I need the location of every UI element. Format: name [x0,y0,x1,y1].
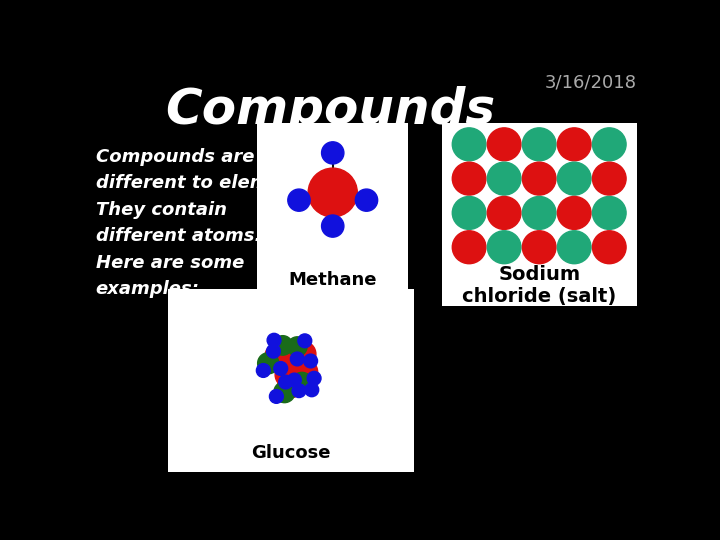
Text: Glucose: Glucose [251,444,330,462]
Ellipse shape [523,231,556,264]
Ellipse shape [487,197,521,230]
Text: Methane: Methane [289,271,377,289]
Ellipse shape [356,189,378,211]
Ellipse shape [274,362,288,375]
Ellipse shape [452,231,486,264]
Ellipse shape [523,197,556,230]
Ellipse shape [557,197,591,230]
Ellipse shape [292,384,306,397]
Ellipse shape [256,363,270,377]
Ellipse shape [593,162,626,195]
Ellipse shape [290,352,304,366]
Ellipse shape [267,333,281,347]
Ellipse shape [265,343,291,369]
FancyBboxPatch shape [168,289,414,472]
Ellipse shape [523,128,556,161]
Ellipse shape [593,231,626,264]
Ellipse shape [557,128,591,161]
Ellipse shape [308,168,357,217]
Ellipse shape [290,341,316,367]
Text: 3/16/2018: 3/16/2018 [545,73,637,91]
Text: Compounds are
different to elements.
They contain
different atoms.
Here are some: Compounds are different to elements. The… [96,148,320,298]
Ellipse shape [287,373,301,387]
Ellipse shape [523,162,556,195]
Ellipse shape [304,354,318,368]
FancyBboxPatch shape [258,123,408,306]
Ellipse shape [307,372,321,385]
Ellipse shape [487,231,521,264]
Ellipse shape [593,128,626,161]
Ellipse shape [278,349,304,375]
Ellipse shape [274,382,295,403]
Ellipse shape [275,362,301,388]
Text: Compounds: Compounds [165,85,495,133]
Ellipse shape [322,215,344,237]
Ellipse shape [292,359,318,384]
Ellipse shape [452,197,486,230]
Ellipse shape [287,337,307,356]
Ellipse shape [278,372,304,397]
Ellipse shape [288,189,310,211]
Ellipse shape [279,375,292,389]
Ellipse shape [305,383,319,397]
Ellipse shape [557,231,591,264]
Text: Sodium
chloride (salt): Sodium chloride (salt) [462,265,616,306]
Ellipse shape [266,345,280,358]
Ellipse shape [292,373,312,394]
Ellipse shape [487,128,521,161]
Ellipse shape [322,142,344,164]
Ellipse shape [593,197,626,230]
Ellipse shape [273,336,292,355]
Ellipse shape [258,353,279,374]
Ellipse shape [269,389,283,403]
Ellipse shape [452,162,486,195]
Ellipse shape [487,162,521,195]
Ellipse shape [298,334,312,348]
FancyBboxPatch shape [441,123,637,306]
Ellipse shape [557,162,591,195]
Ellipse shape [452,128,486,161]
